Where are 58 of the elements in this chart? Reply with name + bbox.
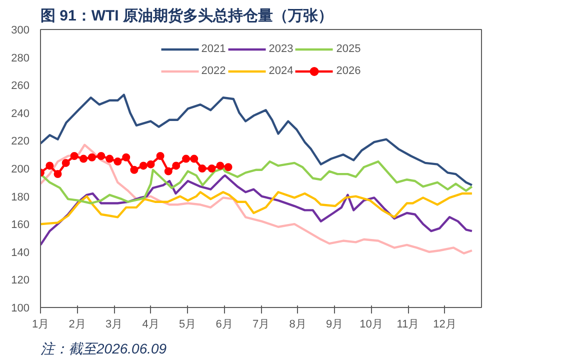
y-tick-label: 240 bbox=[11, 108, 30, 120]
x-tick-label: 2月 bbox=[68, 318, 86, 330]
y-tick-label: 140 bbox=[11, 246, 30, 259]
line-series bbox=[40, 144, 474, 254]
y-tick-label: 220 bbox=[11, 136, 30, 148]
line-series bbox=[40, 160, 474, 204]
point bbox=[182, 154, 190, 163]
point bbox=[198, 164, 206, 172]
y-tick-label: 180 bbox=[11, 191, 30, 204]
x-tick-label: 3月 bbox=[105, 318, 123, 330]
legend-label: 2024 bbox=[268, 65, 294, 77]
point bbox=[130, 166, 138, 174]
line-series bbox=[40, 94, 474, 186]
point bbox=[146, 160, 155, 168]
point bbox=[224, 163, 232, 172]
point bbox=[62, 158, 70, 167]
point bbox=[54, 170, 62, 178]
x-tick-label: 11月 bbox=[396, 318, 420, 330]
x-tick-label: 4月 bbox=[142, 318, 160, 330]
point bbox=[164, 167, 172, 176]
point bbox=[70, 152, 78, 160]
legend-label: 2023 bbox=[268, 43, 294, 55]
point bbox=[216, 162, 224, 170]
point bbox=[97, 152, 106, 160]
legend-label: 2022 bbox=[201, 65, 226, 77]
point bbox=[88, 153, 96, 162]
y-tick-label: 100 bbox=[11, 302, 30, 314]
x-tick-label: 5月 bbox=[178, 318, 196, 330]
chart-title: 图 91：WTI 原油期货多头总持仓量（万张） bbox=[40, 8, 334, 24]
y-tick-label: 120 bbox=[11, 274, 30, 287]
y-tick-label: 160 bbox=[11, 219, 30, 232]
point bbox=[122, 153, 130, 162]
x-tick-label: 12月 bbox=[433, 318, 456, 330]
point bbox=[46, 162, 54, 170]
point bbox=[172, 162, 180, 170]
point bbox=[190, 154, 198, 163]
y-tick-label: 300 bbox=[11, 24, 30, 36]
legend-label: 2025 bbox=[336, 43, 361, 55]
point bbox=[156, 152, 164, 160]
point bbox=[106, 154, 114, 163]
line-series bbox=[40, 191, 474, 226]
point bbox=[208, 164, 216, 172]
x-tick-label: 1月 bbox=[32, 318, 50, 330]
text: 注：截至2026.06.09 bbox=[40, 340, 167, 356]
point bbox=[114, 158, 122, 166]
point bbox=[79, 154, 88, 163]
y-tick-label: 260 bbox=[11, 80, 30, 92]
x-tick-label: 10月 bbox=[360, 318, 383, 330]
x-tick-label: 8月 bbox=[289, 318, 306, 330]
y-tick-label: 280 bbox=[11, 52, 30, 64]
point bbox=[139, 162, 148, 170]
y-tick-label: 200 bbox=[11, 164, 30, 176]
legend-label: 2021 bbox=[201, 43, 226, 55]
line-series bbox=[40, 174, 474, 246]
x-tick-label: 9月 bbox=[326, 318, 344, 330]
legend-label: 2026 bbox=[336, 65, 361, 77]
x-tick-label: 7月 bbox=[252, 318, 270, 330]
x-tick-label: 6月 bbox=[216, 318, 233, 330]
